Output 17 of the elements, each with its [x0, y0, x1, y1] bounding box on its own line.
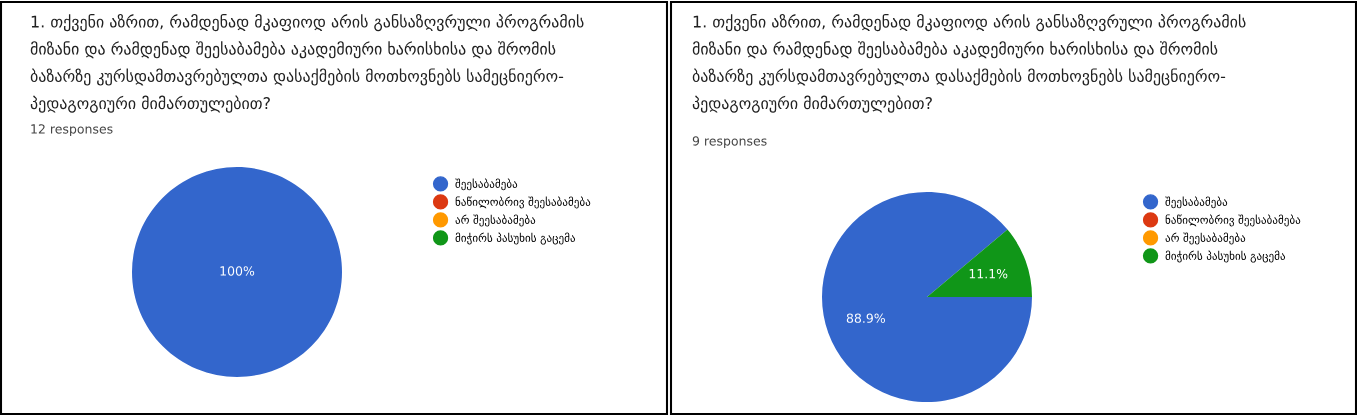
data-label: 100% [220, 266, 255, 276]
legend-label: მიჭირს პასუხის გაცემა [1165, 250, 1286, 263]
legend-label: არ შეესაბამება [1165, 232, 1246, 245]
data-label: 11.1% [969, 268, 1008, 279]
data-label: 88.9% [846, 313, 885, 323]
legend-label: შეესაბამება [1165, 196, 1228, 209]
chart-subtitle: 12 responses [31, 124, 113, 137]
legend-label: მიჭირს პასუხის გაცემა [455, 232, 576, 245]
legend-label: ნაწილობრივ შეესაბამება [1165, 214, 1301, 227]
legend-label: შეესაბამება [455, 178, 518, 191]
chart-title: 1. თქვენი აზრით, რამდენად მკაფიოდ არის განსაზღვრული პროგრამის მიზანი და რამდენად შეესაბამება აკადემიური ხარისხისა და შრომის ბაზარზე კურსდამთავრებულთა დასაქმების მოთხოვნებს სამეცნიერო- პედაგოგიური მიმართულებით? [30, 14, 584, 113]
legend-label: ნაწილობრივ შეესაბამება [455, 196, 591, 209]
pie-slice [822, 192, 1032, 402]
legend-label: არ შეესაბამება [455, 214, 536, 227]
pie-slice [927, 229, 1032, 297]
chart-title: 1. თქვენი აზრით, რამდენად მკაფიოდ არის განსაზღვრული პროგრამის მიზანი და რამდენად შეესაბამება აკადემიური ხარისხისა და შრომის ბაზარზე კურსდამთავრებულთა დასაქმების მოთხოვნებს სამეცნიერო- პედაგოგიური მიმართულებით? [692, 14, 1246, 113]
chart-subtitle: 9 responses [692, 136, 767, 149]
